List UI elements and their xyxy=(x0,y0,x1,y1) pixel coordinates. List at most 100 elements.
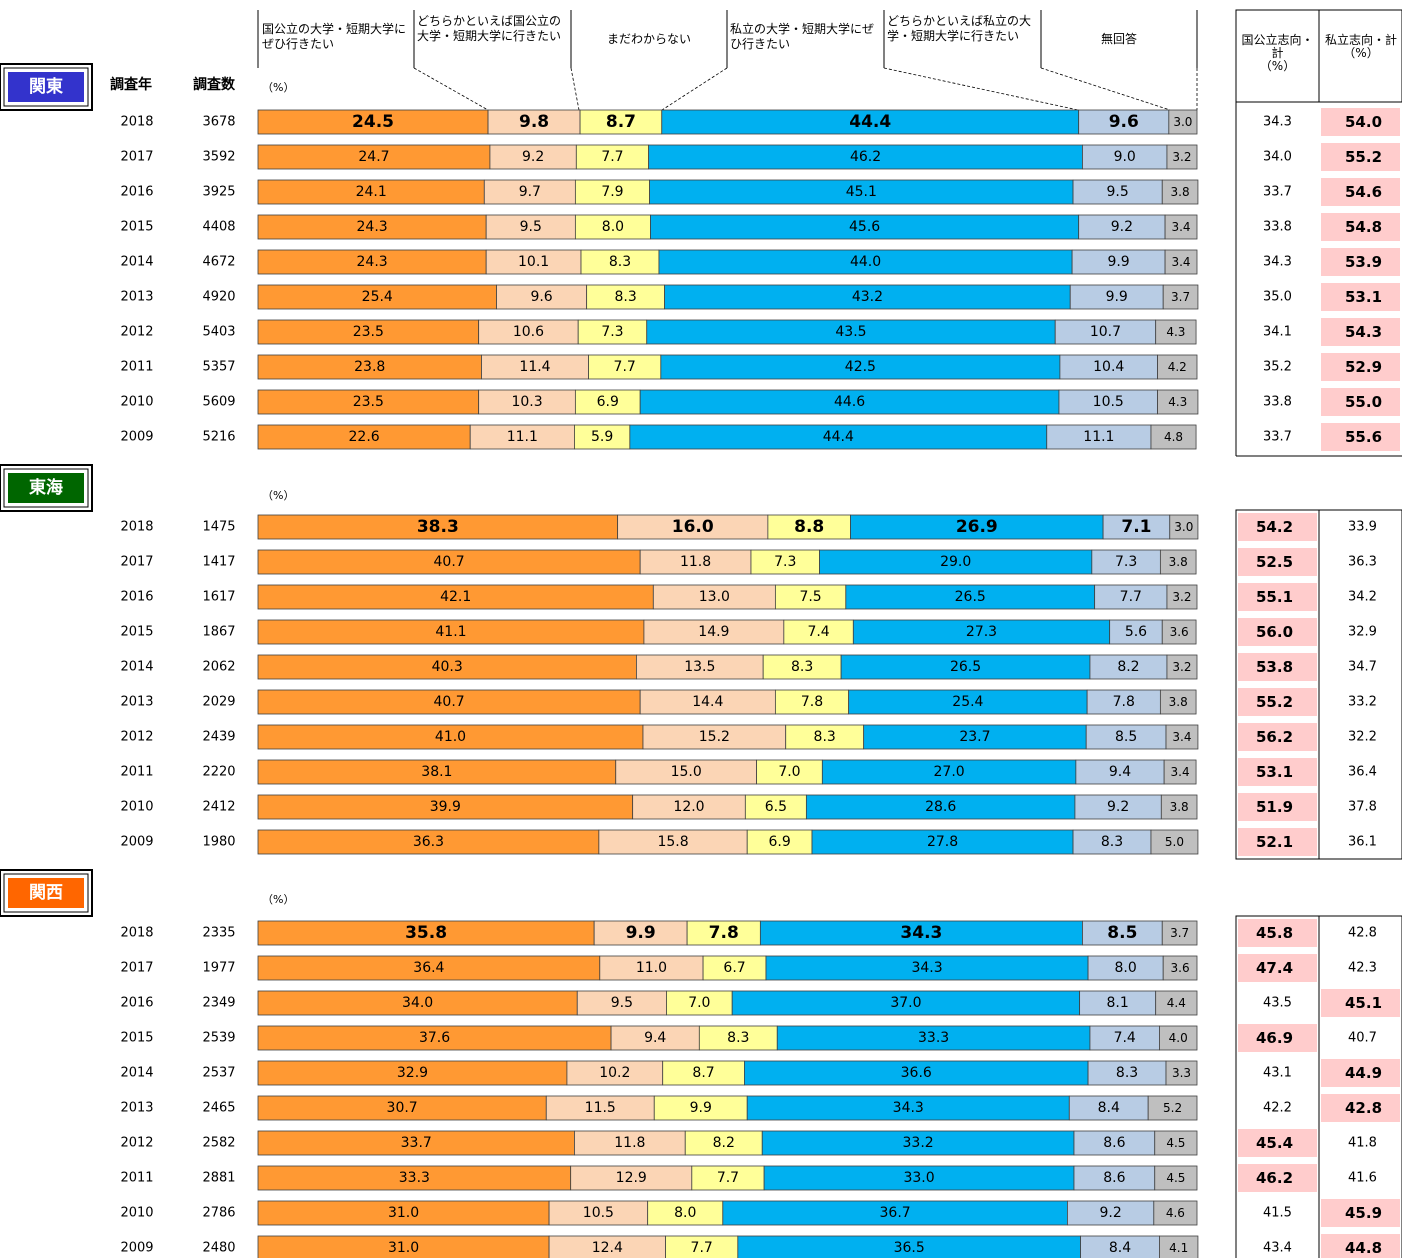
data-label: 7.4 xyxy=(1114,1030,1136,1046)
data-label: 32.9 xyxy=(397,1065,428,1081)
summary-highlight xyxy=(1321,1199,1400,1227)
seg-undecided xyxy=(575,144,650,170)
seg-undecided xyxy=(662,1060,745,1086)
year-label: 2014 xyxy=(120,1066,153,1081)
seg-national-rather xyxy=(643,619,785,645)
seg-national-rather xyxy=(593,920,688,946)
data-label: 9.2 xyxy=(522,149,544,165)
data-label: 4.8 xyxy=(1164,430,1183,444)
year-label: 2013 xyxy=(120,290,153,305)
summary-private-value: 41.6 xyxy=(1348,1171,1377,1186)
summary-national-value: 42.2 xyxy=(1263,1101,1292,1116)
data-label: 12.9 xyxy=(616,1170,647,1186)
summary-highlight xyxy=(1238,1024,1317,1052)
year-label: 2018 xyxy=(120,115,153,130)
seg-national-rather xyxy=(489,144,577,170)
data-label: 23.5 xyxy=(353,324,384,340)
data-label: 9.7 xyxy=(519,184,541,200)
data-label: 10.6 xyxy=(513,324,544,340)
data-label: 43.2 xyxy=(852,289,883,305)
summary-national-value: 46.9 xyxy=(1256,1029,1293,1047)
data-label: 4.5 xyxy=(1166,1136,1185,1150)
sample-count: 2539 xyxy=(202,1031,235,1046)
legend-separators xyxy=(257,10,1198,68)
seg-private-definitely xyxy=(639,389,1060,415)
seg-national-definitely xyxy=(257,319,480,345)
data-label: 41.1 xyxy=(435,624,466,640)
seg-national-rather xyxy=(642,724,787,750)
bars-layer: 関東 2018 3678 24.5 9.8 8.7 44.4 9.6 3.0 34.3 54.0 20… xyxy=(0,63,1402,1258)
seg-national-definitely xyxy=(257,1060,568,1086)
seg-no-answer xyxy=(1157,389,1199,415)
year-label: 2012 xyxy=(120,325,153,340)
year-label: 2017 xyxy=(120,961,153,976)
year-label: 2014 xyxy=(120,255,153,270)
data-label: 4.6 xyxy=(1166,1206,1185,1220)
data-label: 8.2 xyxy=(1117,659,1139,675)
seg-undecided xyxy=(698,1025,778,1051)
data-label: 3.4 xyxy=(1171,765,1190,779)
legend-label-no-answer: 無回答 xyxy=(1100,32,1137,46)
data-label: 7.9 xyxy=(601,184,623,200)
sample-count: 1977 xyxy=(202,961,235,976)
sample-count: 3592 xyxy=(202,150,235,165)
seg-undecided xyxy=(577,319,648,345)
summary-private-value: 45.9 xyxy=(1345,1204,1382,1222)
data-label: 4.4 xyxy=(1167,996,1186,1010)
seg-national-rather xyxy=(478,389,576,415)
sample-count: 1980 xyxy=(202,835,235,850)
data-label: 7.4 xyxy=(807,624,829,640)
summary-national-value: 35.0 xyxy=(1263,290,1292,305)
summary-private-value: 32.2 xyxy=(1348,730,1377,745)
data-label: 3.4 xyxy=(1171,220,1190,234)
seg-national-rather xyxy=(570,1165,693,1191)
data-label: 44.6 xyxy=(834,394,865,410)
summary-national-value: 43.1 xyxy=(1263,1066,1292,1081)
seg-private-definitely xyxy=(649,179,1074,205)
data-label: 5.9 xyxy=(591,429,613,445)
data-label: 28.6 xyxy=(925,799,956,815)
sample-count: 2062 xyxy=(202,660,235,675)
data-label: 4.2 xyxy=(1168,360,1187,374)
data-label: 3.8 xyxy=(1170,800,1189,814)
summary-private-value: 55.0 xyxy=(1345,393,1382,411)
seg-private-rather xyxy=(1087,1060,1167,1086)
year-label: 2011 xyxy=(120,360,153,375)
data-label: 7.7 xyxy=(601,149,623,165)
summary-private-value: 45.1 xyxy=(1345,994,1382,1012)
data-label: 9.9 xyxy=(690,1100,712,1116)
data-label: 7.8 xyxy=(709,923,739,943)
seg-no-answer xyxy=(1159,1025,1198,1051)
summary-highlight xyxy=(1321,248,1400,276)
seg-private-rather xyxy=(1085,724,1167,750)
summary-highlight xyxy=(1238,828,1317,856)
summary-private-value: 55.2 xyxy=(1345,148,1382,166)
year-label: 2016 xyxy=(120,996,153,1011)
data-label: 9.9 xyxy=(626,923,656,943)
seg-no-answer xyxy=(1154,1130,1198,1156)
data-label: 9.8 xyxy=(519,112,549,132)
data-label: 23.8 xyxy=(354,359,385,375)
data-label: 9.5 xyxy=(611,995,633,1011)
seg-undecided xyxy=(702,955,767,981)
data-label: 15.2 xyxy=(699,729,730,745)
data-label: 26.5 xyxy=(955,589,986,605)
data-label: 3.7 xyxy=(1170,926,1189,940)
data-label: 40.7 xyxy=(434,694,465,710)
summary-highlight xyxy=(1238,618,1317,646)
summary-private-value: 34.7 xyxy=(1348,660,1377,675)
data-label: 36.7 xyxy=(880,1205,911,1221)
data-label: 44.0 xyxy=(850,254,881,270)
data-label: 13.0 xyxy=(699,589,730,605)
data-label: 14.4 xyxy=(692,694,723,710)
data-label: 36.6 xyxy=(901,1065,932,1081)
summary-highlight xyxy=(1238,793,1317,821)
summary-private-value: 55.6 xyxy=(1345,428,1382,446)
sample-count: 1867 xyxy=(202,625,235,640)
region-badge-fill xyxy=(8,878,84,908)
data-label: 12.4 xyxy=(592,1240,623,1256)
summary-highlight xyxy=(1238,919,1317,947)
data-label: 3.4 xyxy=(1171,255,1190,269)
region-badge-label: 関西 xyxy=(29,883,63,903)
year-label: 2017 xyxy=(120,555,153,570)
